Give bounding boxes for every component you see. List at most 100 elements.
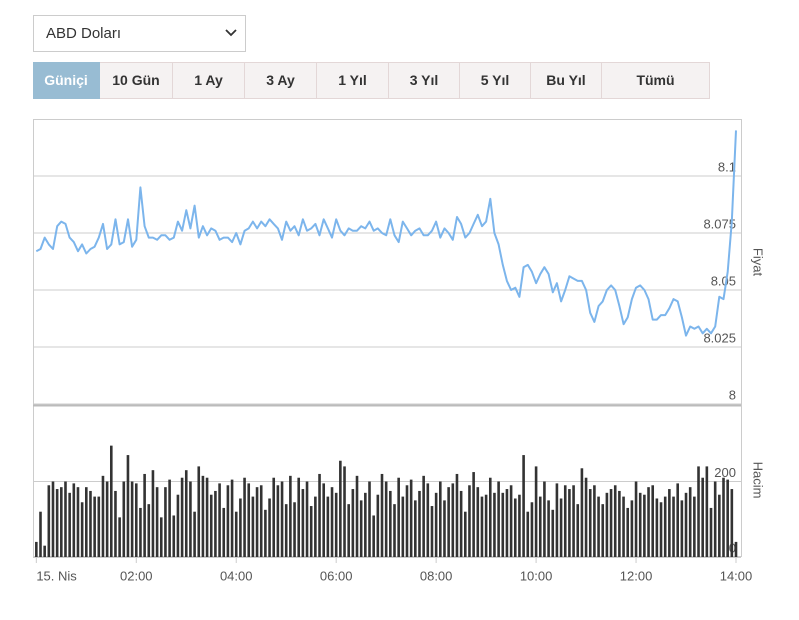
volume-bar [522,455,525,557]
currency-dropdown[interactable]: ABD Doları [33,15,246,52]
volume-bar [672,496,675,557]
volume-bar [80,502,84,557]
volume-bar [551,509,555,557]
volume-bar [318,473,321,557]
volume-bar [314,496,317,557]
volume-bar [455,473,459,557]
volume-bar [355,475,359,557]
volume-bar [459,490,463,557]
volume-bar [705,466,709,557]
volume-bar [139,507,142,557]
volume-bar [51,481,55,557]
volume-bar [555,483,559,557]
tab-bar: Güniçi 10 Gün 1 Ay 3 Ay 1 Yıl 3 Yıl 5 Yıl Bu Yı… [33,62,710,99]
volume-bar [289,475,292,557]
volume-bar [255,487,259,557]
volume-bar [214,490,217,557]
volume-bar [176,494,180,557]
volume-bar [605,492,609,557]
volume-bar [243,477,246,557]
range-tab[interactable]: 3 Ay [245,62,317,99]
volume-bar [143,473,146,557]
volume-bar [114,490,117,557]
volume-bar [730,489,734,557]
volume-bar [659,502,663,557]
volume-bar [201,475,205,557]
volume-bar [359,500,363,557]
volume-bar [205,477,209,557]
volume-bar [572,485,575,557]
volume-bar [538,496,542,557]
volume-bar [418,490,421,557]
volume-bar [447,487,450,557]
volume-bar [580,468,584,557]
volume-bar [734,541,738,557]
volume-bar [109,445,113,557]
volume-bar [613,485,617,557]
volume-bar [488,477,492,557]
volume-bar [534,466,538,557]
volume-bar [588,489,592,557]
volume-bar [280,481,284,557]
range-tab[interactable]: 3 Yıl [389,62,460,99]
volume-bar [264,509,267,557]
y-axis-title: Hacim [751,462,766,499]
volume-bar [630,500,634,557]
volume-bar [293,502,296,557]
y-axis-title: Fiyat [751,248,766,277]
volume-bar [622,496,625,557]
range-tab[interactable]: 1 Ay [173,62,245,99]
volume-bar [393,504,396,557]
range-tab[interactable]: Tümü [602,62,710,99]
range-tab[interactable]: Güniçi [33,62,100,99]
volume-bar [105,481,109,557]
volume-bar [563,485,567,557]
volume-bar [159,517,163,557]
y-tick-label: 8 [729,387,736,402]
volume-bar [168,479,171,557]
range-tab[interactable]: 10 Gün [100,62,173,99]
volume-bar [376,494,380,557]
volume-bar [409,479,413,557]
volume-bar [468,485,471,557]
volume-bar [688,487,692,557]
volume-bar [130,481,134,557]
volume-bar [76,487,80,557]
volume-bar [64,481,67,557]
x-tick-label: 04:00 [220,568,253,583]
volume-bar [647,487,650,557]
volume-bar [43,545,46,557]
volume-bar [330,487,334,557]
range-tab[interactable]: 1 Yıl [317,62,389,99]
volume-bar [680,500,684,557]
volume-bar [547,500,550,557]
volume-bar [126,455,130,557]
volume-bar [493,492,496,557]
volume-bar [701,477,704,557]
volume-bar [484,494,488,557]
volume-bar [193,511,196,557]
range-tab[interactable]: 5 Yıl [460,62,531,99]
volume-bar [326,496,330,557]
volume-bar [709,507,713,557]
volume-bar [501,492,505,557]
range-tab[interactable]: Bu Yıl [531,62,602,99]
volume-bar [576,504,580,557]
volume-bar [718,494,721,557]
volume-bar [197,466,201,557]
volume-bar [618,490,621,557]
x-tick-label: 14:00 [720,568,753,583]
volume-bar [439,481,442,557]
volume-bar [276,485,280,557]
volume-bar [35,541,38,557]
volume-bar [384,481,388,557]
volume-bar [430,506,434,557]
volume-bar [601,504,605,557]
volume-bar [697,466,700,557]
volume-bar [372,515,375,557]
volume-bar [593,485,596,557]
volume-bar [568,489,571,557]
volume-bar [597,496,600,557]
volume-bar [164,487,167,557]
